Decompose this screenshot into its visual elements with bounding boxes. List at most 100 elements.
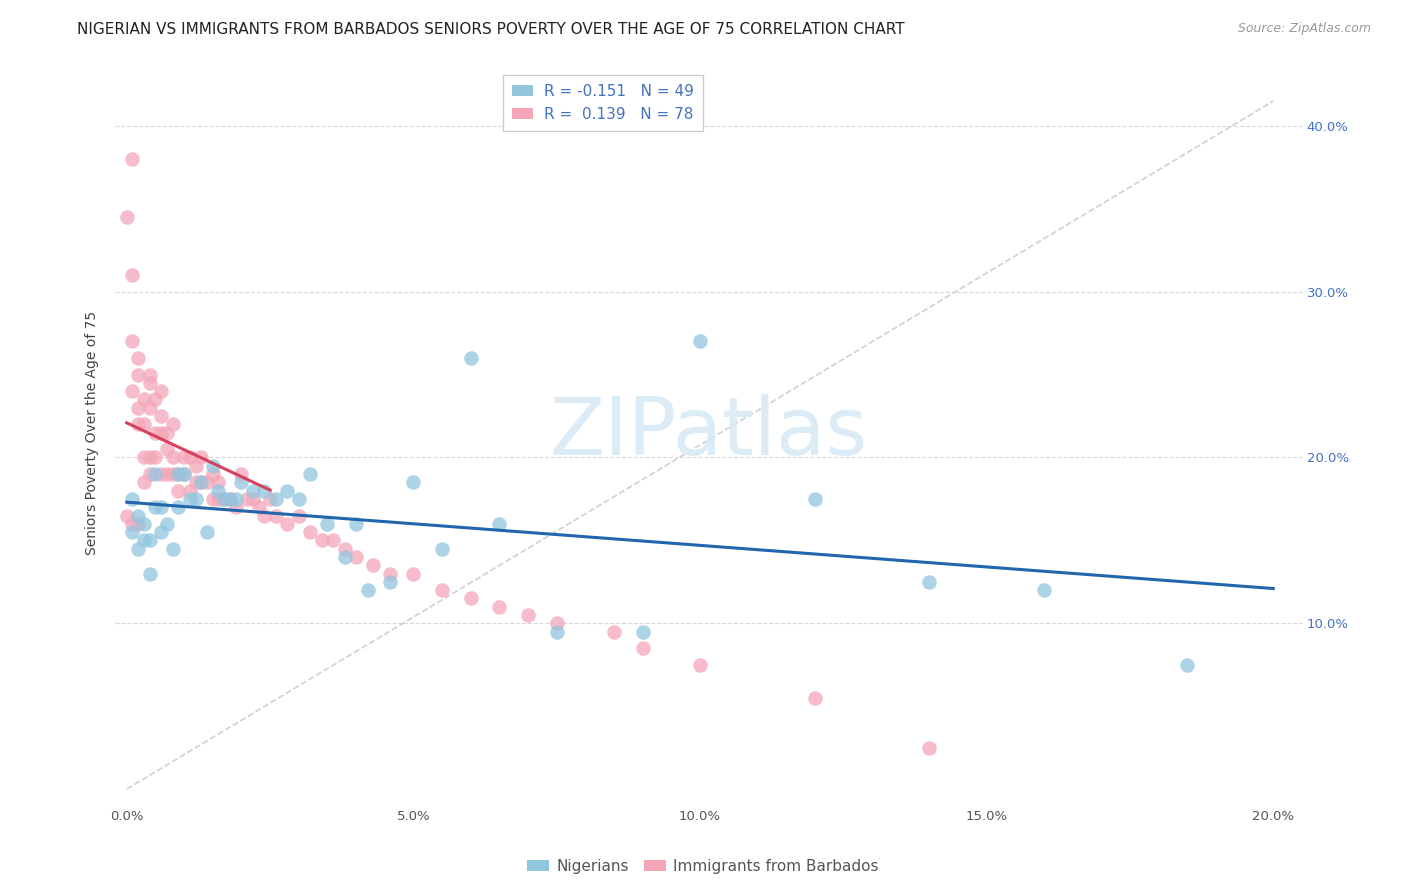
Point <box>173 467 195 481</box>
Point <box>127 351 149 365</box>
Point <box>546 616 568 631</box>
Point <box>231 475 253 490</box>
Point <box>264 491 287 506</box>
Legend: R = -0.151   N = 49, R =  0.139   N = 78: R = -0.151 N = 49, R = 0.139 N = 78 <box>503 75 703 130</box>
Point <box>184 475 207 490</box>
Point <box>322 533 344 548</box>
Legend: Nigerians, Immigrants from Barbados: Nigerians, Immigrants from Barbados <box>522 853 884 880</box>
Point <box>179 491 201 506</box>
Point <box>207 475 229 490</box>
Point <box>190 475 212 490</box>
Point <box>546 624 568 639</box>
Point <box>603 624 626 639</box>
Point <box>460 351 482 365</box>
Point <box>132 516 155 531</box>
Point <box>219 491 242 506</box>
Point <box>380 566 402 581</box>
Text: NIGERIAN VS IMMIGRANTS FROM BARBADOS SENIORS POVERTY OVER THE AGE OF 75 CORRELAT: NIGERIAN VS IMMIGRANTS FROM BARBADOS SEN… <box>77 22 905 37</box>
Point <box>162 467 184 481</box>
Point <box>150 384 173 399</box>
Point <box>225 491 247 506</box>
Point <box>488 516 510 531</box>
Point <box>402 566 425 581</box>
Point <box>145 500 167 515</box>
Point <box>242 491 264 506</box>
Point <box>276 483 298 498</box>
Point <box>145 467 167 481</box>
Point <box>333 549 356 564</box>
Point <box>167 483 190 498</box>
Point <box>689 334 711 349</box>
Point <box>631 624 654 639</box>
Point <box>167 467 190 481</box>
Point <box>150 409 173 423</box>
Point <box>190 475 212 490</box>
Point <box>356 583 378 598</box>
Point <box>127 368 149 382</box>
Point <box>156 516 179 531</box>
Point <box>162 541 184 556</box>
Point <box>207 491 229 506</box>
Point <box>121 525 143 540</box>
Point <box>344 516 367 531</box>
Point <box>803 491 825 506</box>
Point <box>259 491 281 506</box>
Point <box>380 574 402 589</box>
Point <box>333 541 356 556</box>
Point <box>361 558 384 573</box>
Point <box>201 458 224 473</box>
Point <box>138 566 160 581</box>
Point <box>344 549 367 564</box>
Point <box>212 491 235 506</box>
Point <box>184 458 207 473</box>
Point <box>138 450 160 465</box>
Point <box>156 442 179 457</box>
Point <box>127 508 149 523</box>
Point <box>138 533 160 548</box>
Point <box>430 541 453 556</box>
Point <box>127 541 149 556</box>
Point <box>299 467 322 481</box>
Point <box>1175 657 1198 672</box>
Point <box>201 491 224 506</box>
Point <box>150 500 173 515</box>
Point <box>236 491 259 506</box>
Point <box>247 500 270 515</box>
Point <box>150 425 173 440</box>
Point <box>145 450 167 465</box>
Point <box>195 475 218 490</box>
Point <box>231 467 253 481</box>
Point <box>138 376 160 390</box>
Point <box>138 368 160 382</box>
Point <box>121 491 143 506</box>
Point <box>132 417 155 432</box>
Point <box>179 483 201 498</box>
Point <box>115 210 138 224</box>
Point <box>287 491 309 506</box>
Point <box>225 500 247 515</box>
Point <box>918 574 941 589</box>
Point <box>299 525 322 540</box>
Point <box>803 690 825 705</box>
Point <box>138 401 160 415</box>
Point <box>242 483 264 498</box>
Point <box>190 450 212 465</box>
Point <box>145 392 167 407</box>
Point <box>517 607 540 622</box>
Point <box>156 425 179 440</box>
Point <box>201 467 224 481</box>
Point <box>138 467 160 481</box>
Point <box>689 657 711 672</box>
Point <box>162 417 184 432</box>
Point <box>132 533 155 548</box>
Point <box>264 508 287 523</box>
Point <box>127 401 149 415</box>
Point <box>195 525 218 540</box>
Point <box>132 392 155 407</box>
Point <box>132 450 155 465</box>
Point <box>121 334 143 349</box>
Point <box>127 417 149 432</box>
Y-axis label: Seniors Poverty Over the Age of 75: Seniors Poverty Over the Age of 75 <box>86 310 100 555</box>
Point <box>167 467 190 481</box>
Point <box>132 475 155 490</box>
